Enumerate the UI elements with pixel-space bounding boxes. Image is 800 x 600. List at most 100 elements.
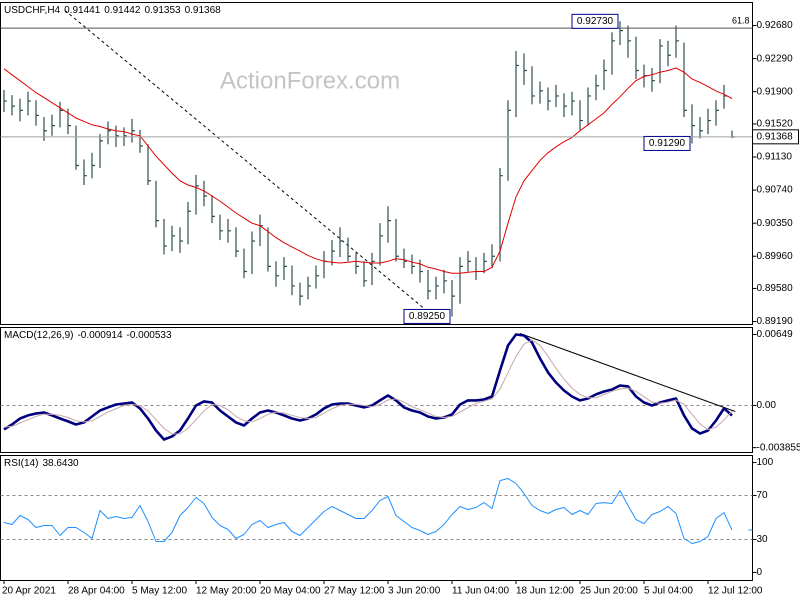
ohlc-bar [547, 87, 551, 111]
ohlc-bar [283, 257, 287, 280]
last-price-label: 0.91368 [757, 131, 794, 142]
indicator-line [3, 478, 733, 544]
ohlc-bar [107, 121, 111, 145]
ohlc-bar [459, 257, 463, 304]
high-value: 0.91442 [104, 5, 141, 16]
y-tick-label: 0.89960 [757, 251, 794, 262]
ohlc-bar [531, 66, 535, 105]
macd-header: MACD(12,26,9) -0.000914 -0.000533 [4, 330, 172, 341]
ohlc-bar [611, 32, 615, 75]
ohlc-bar [155, 180, 159, 228]
y-tick-label: 0 [757, 567, 763, 578]
ohlc-bar [147, 144, 151, 185]
ohlc-bar [467, 251, 471, 272]
y-tick-label: 100 [757, 457, 774, 468]
ohlc-bar [571, 91, 575, 116]
x-tick-label: 18 Jun 12:00 [516, 586, 574, 597]
ohlc-bar [403, 248, 407, 269]
ohlc-bar [187, 201, 191, 245]
price-annotation-label: 0.91290 [649, 138, 686, 149]
ohlc-bar [339, 227, 343, 258]
ohlc-bar [387, 206, 391, 243]
ohlc-bar [163, 218, 167, 255]
ohlc-bar [347, 237, 351, 262]
x-tick-label: 12 Jul 12:00 [708, 586, 763, 597]
ohlc-bar [291, 265, 295, 296]
symbol: USDCHF,H4 [4, 5, 61, 16]
moving-average [3, 67, 733, 274]
last-price-box [752, 129, 799, 145]
x-tick-label: 3 Jun 20:00 [388, 586, 441, 597]
price-annotation-box [403, 308, 451, 324]
low-value: 0.91353 [144, 5, 181, 16]
ohlc-bar [627, 25, 631, 58]
ohlc-bar [331, 240, 335, 266]
trendline [64, 9, 430, 314]
ohlc-bar [275, 261, 279, 287]
watermark: ActionForex.com [220, 67, 400, 94]
ohlc-bar [523, 53, 527, 85]
ohlc-bar [51, 114, 55, 136]
x-tick-label: 20 Apr 2021 [2, 586, 56, 597]
ohlc-bar [443, 269, 447, 294]
ohlc-bar [179, 227, 183, 253]
ohlc-bar [219, 214, 223, 241]
ohlc-bar [35, 100, 39, 126]
x-tick-label: 20 May 04:00 [260, 586, 321, 597]
ohlc-bar [651, 67, 655, 92]
signal-value: -0.000533 [127, 330, 172, 341]
x-tick-label: 12 May 20:00 [196, 586, 257, 597]
ohlc-bar [131, 118, 135, 143]
ohlc-bar [667, 40, 671, 67]
macd-title: MACD(12,26,9) [4, 330, 73, 341]
ohlc-bar [227, 218, 231, 243]
trendline [519, 333, 736, 412]
rsi-panel [0, 455, 753, 581]
ohlc-bar [699, 117, 703, 139]
y-tick-label: 0.91130 [757, 152, 793, 163]
plot-layer: 61.8 0.92730 0.91290 0.89250 [0, 9, 753, 544]
y-tick-label: -0.003855 [757, 442, 800, 453]
ohlc-bar [579, 100, 583, 130]
ohlc-bar [371, 252, 375, 286]
ohlc-bar [307, 276, 311, 300]
ohlc-bar [243, 248, 247, 279]
ohlc-bar [379, 223, 383, 266]
y-tick-label: 0.91900 [757, 86, 794, 97]
price-panel [0, 2, 753, 325]
ohlc-bar [675, 25, 679, 58]
ohlc-bar [659, 39, 663, 84]
ohlc-bar [603, 59, 607, 91]
ohlc-bar [115, 125, 119, 147]
ohlc-bar [411, 254, 415, 275]
ohlc-bar [251, 231, 255, 275]
y-tick-label: 0.90740 [757, 185, 794, 196]
y-tick-label: 30 [757, 534, 769, 545]
ohlc-bar [483, 252, 487, 274]
x-tick-label: 25 Jun 20:00 [580, 586, 638, 597]
ohlc-bar [235, 227, 239, 258]
ohlc-bar [499, 168, 503, 262]
ohlc-bar [19, 98, 23, 122]
macd-panel [0, 327, 753, 453]
close-value: 0.91368 [185, 5, 222, 16]
ohlc-bar [555, 84, 559, 107]
y-tick-label: 0.92290 [757, 53, 794, 64]
ohlc-bar [91, 152, 95, 179]
indicator-line [3, 339, 733, 435]
price-annotation-label: 0.89250 [409, 311, 446, 322]
ohlc-bar [707, 108, 711, 135]
ohlc-bar [139, 129, 143, 153]
ohlc-bar [395, 218, 399, 262]
x-tick-label: 28 Apr 04:00 [68, 586, 125, 597]
x-tick-label: 5 May 12:00 [132, 586, 187, 597]
y-tick-label: 0.89190 [757, 316, 794, 327]
y-tick-label: 0.00649 [757, 329, 794, 340]
ohlc-bar [507, 100, 511, 181]
x-tick-label: 11 Jun 04:00 [452, 586, 510, 597]
ohlc-bar [11, 95, 15, 116]
ohlc-bar [3, 90, 7, 113]
price-annotation-box [643, 135, 691, 151]
